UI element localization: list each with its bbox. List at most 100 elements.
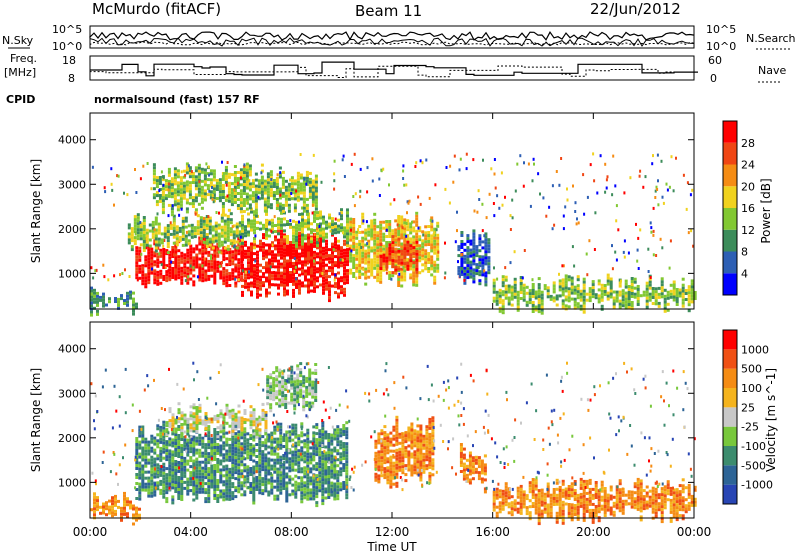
data-cell <box>200 194 204 198</box>
data-cell <box>230 191 234 195</box>
data-cell <box>322 258 325 262</box>
data-cell <box>215 179 219 182</box>
data-cell <box>336 494 340 498</box>
data-cell <box>276 437 280 441</box>
data-cell <box>312 491 316 495</box>
data-cell <box>285 454 289 458</box>
data-cell <box>168 455 172 459</box>
data-cell <box>276 482 280 486</box>
data-cell <box>376 276 380 280</box>
data-cell <box>242 183 246 186</box>
data-cell <box>236 180 240 183</box>
data-cell <box>212 190 216 194</box>
data-cell <box>487 247 491 251</box>
data-cell <box>168 259 172 263</box>
data-cell <box>197 163 201 167</box>
data-cell <box>147 251 151 255</box>
data-cell <box>183 256 187 260</box>
data-cell <box>687 291 691 295</box>
noise-cell <box>586 273 589 277</box>
data-cell <box>376 279 380 283</box>
data-cell <box>265 267 268 271</box>
data-cell <box>262 281 265 285</box>
noise-cell <box>167 269 170 273</box>
data-cell <box>196 229 200 233</box>
data-cell <box>183 474 187 478</box>
data-cell <box>245 192 249 196</box>
data-cell <box>154 216 158 220</box>
data-cell <box>246 468 250 472</box>
data-cell <box>147 494 151 498</box>
data-cell <box>322 246 325 250</box>
data-cell <box>412 255 416 259</box>
data-cell <box>138 434 142 438</box>
data-cell <box>225 263 229 267</box>
data-cell <box>336 485 340 489</box>
data-cell <box>171 459 175 463</box>
data-cell <box>226 214 230 218</box>
data-cell <box>579 295 583 299</box>
data-cell <box>343 266 346 270</box>
data-cell <box>340 226 343 230</box>
data-cell <box>492 287 496 291</box>
data-cell <box>108 508 111 512</box>
noise-cell <box>320 180 323 184</box>
data-cell <box>195 490 199 494</box>
nsky-tick-top: 10^5 <box>52 23 82 36</box>
power-y-label: Slant Range [km] <box>29 159 43 263</box>
data-cell <box>328 257 331 261</box>
data-cell <box>279 443 283 447</box>
data-cell <box>179 185 183 189</box>
data-cell <box>522 286 526 290</box>
data-cell <box>111 502 114 506</box>
noise-cell <box>649 276 652 279</box>
data-cell <box>150 437 154 441</box>
data-cell <box>501 290 505 294</box>
data-cell <box>298 255 301 259</box>
data-cell <box>152 169 156 173</box>
data-cell <box>153 263 157 267</box>
data-cell <box>297 461 301 465</box>
data-cell <box>130 239 134 243</box>
data-cell <box>204 449 208 453</box>
data-cell <box>93 492 96 496</box>
data-cell <box>120 515 123 519</box>
data-cell <box>297 443 301 447</box>
data-cell <box>333 491 337 495</box>
data-cell <box>291 453 295 457</box>
data-cell <box>260 181 264 185</box>
data-cell <box>555 297 559 301</box>
data-cell <box>397 233 401 236</box>
data-cell <box>205 224 209 227</box>
date-title: 22/Jun/2012 <box>590 0 681 18</box>
data-cell <box>232 236 236 240</box>
noise-cell <box>483 234 486 238</box>
data-cell <box>376 273 380 277</box>
data-cell <box>234 447 238 451</box>
data-cell <box>192 459 196 463</box>
data-cell <box>153 254 157 258</box>
data-cell <box>179 176 183 180</box>
data-cell <box>241 229 244 233</box>
data-cell <box>263 200 267 204</box>
data-cell <box>346 251 349 255</box>
data-cell <box>289 256 292 259</box>
data-cell <box>222 435 226 439</box>
data-cell <box>207 250 211 254</box>
data-cell <box>228 257 232 260</box>
data-cell <box>223 237 227 241</box>
data-cell <box>397 261 401 265</box>
data-cell <box>286 259 289 263</box>
data-cell <box>412 246 416 250</box>
data-cell <box>138 485 142 489</box>
data-cell <box>306 443 310 447</box>
data-cell <box>217 235 221 239</box>
noise-cell <box>334 217 337 221</box>
data-cell <box>162 462 166 466</box>
data-cell <box>415 261 419 265</box>
data-cell <box>252 459 256 463</box>
data-cell <box>319 241 322 245</box>
data-cell <box>219 447 223 451</box>
data-cell <box>298 240 301 244</box>
data-cell <box>199 219 203 223</box>
